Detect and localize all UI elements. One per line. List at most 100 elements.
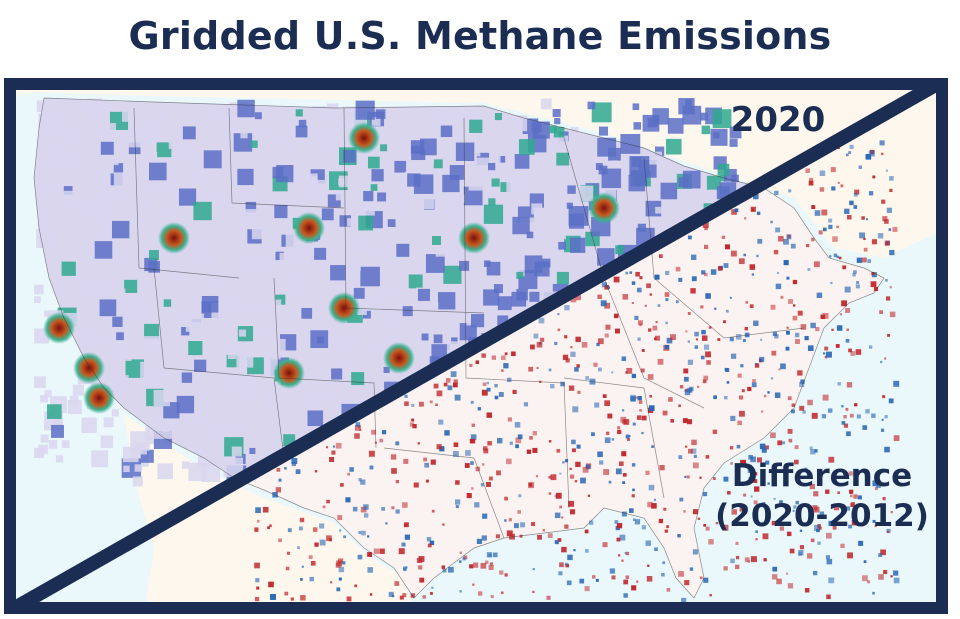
difference-cell (706, 360, 711, 365)
emission-cell (34, 296, 41, 303)
emission-cell (347, 218, 356, 227)
emission-cell (144, 257, 158, 272)
difference-cell (705, 293, 711, 299)
difference-cell (754, 363, 760, 368)
difference-cell (425, 479, 429, 483)
emission-cell (252, 284, 260, 292)
difference-cell (723, 476, 729, 482)
difference-cell (358, 531, 362, 535)
difference-cell (841, 405, 844, 408)
emission-cell (220, 397, 231, 408)
difference-cell (771, 520, 777, 526)
difference-cell (517, 434, 523, 440)
emission-cell (295, 109, 303, 117)
difference-cell (847, 552, 854, 559)
difference-cell (762, 502, 766, 506)
diagonal-divider (4, 78, 948, 614)
difference-cell (799, 545, 805, 550)
emission-cell (435, 245, 447, 257)
difference-cell (786, 276, 790, 280)
difference-cell (685, 330, 688, 333)
difference-cell (694, 331, 699, 337)
difference-cell (548, 440, 552, 443)
difference-cell (872, 175, 876, 179)
emission-cell (118, 375, 129, 386)
difference-cell (755, 530, 758, 533)
difference-cell (354, 584, 358, 588)
difference-cell (585, 549, 589, 553)
emission-cell (556, 271, 569, 285)
emission-cell (330, 265, 346, 281)
difference-cell (790, 243, 796, 249)
difference-cell (638, 320, 643, 326)
difference-cell (278, 478, 282, 482)
emission-cell (654, 146, 665, 156)
difference-cell (825, 489, 830, 494)
difference-cell (730, 558, 735, 564)
emission-cell (469, 119, 483, 133)
emission-cell (245, 201, 257, 213)
emission-cell (144, 378, 155, 390)
difference-cell (477, 591, 483, 596)
difference-cell (787, 531, 792, 537)
difference-cell (836, 325, 843, 331)
difference-cell (416, 557, 423, 564)
emission-cell (706, 175, 721, 190)
emission-cell (77, 327, 84, 334)
emission-cell (394, 200, 410, 216)
difference-cell (750, 495, 753, 498)
emission-cell (554, 117, 561, 125)
difference-cell (772, 566, 778, 572)
difference-cell (881, 418, 884, 421)
difference-cell (530, 344, 535, 350)
difference-cell (840, 184, 844, 188)
difference-cell (597, 294, 602, 300)
difference-cell (670, 334, 676, 341)
difference-cell (515, 437, 522, 444)
emission-cell (185, 235, 204, 255)
emission-cell (34, 376, 46, 388)
emission-cell (375, 288, 388, 302)
difference-cell (740, 364, 744, 368)
emission-cell (181, 326, 190, 336)
difference-cell (876, 483, 881, 489)
difference-cell (628, 435, 631, 438)
difference-cell (445, 378, 451, 383)
emission-cell (394, 160, 407, 173)
difference-cell (647, 564, 650, 567)
difference-cell (603, 469, 610, 475)
difference-cell (789, 548, 795, 554)
emission-cell (678, 177, 689, 188)
emission-cell (72, 247, 80, 255)
emission-cell (111, 409, 119, 417)
difference-cell (621, 511, 627, 517)
difference-cell (756, 254, 759, 258)
difference-cell (800, 324, 807, 330)
difference-cell (499, 570, 504, 575)
difference-cell (880, 360, 883, 364)
difference-cell (863, 237, 866, 241)
difference-cell (469, 438, 475, 444)
difference-cell (474, 502, 480, 508)
difference-cell (360, 479, 366, 485)
emission-cell (188, 462, 207, 482)
emission-cell (72, 384, 84, 396)
difference-cell (390, 454, 397, 460)
difference-cell (786, 330, 790, 335)
emission-cell (142, 118, 156, 131)
emission-cell (526, 231, 534, 239)
difference-cell (538, 317, 545, 324)
difference-cell (843, 415, 847, 419)
difference-cell (655, 320, 658, 324)
difference-cell (774, 392, 781, 398)
difference-cell (880, 428, 885, 432)
emission-cell (321, 208, 334, 221)
difference-cell (836, 255, 839, 259)
difference-cell (804, 587, 810, 593)
difference-cell (518, 494, 522, 498)
difference-cell (828, 520, 834, 527)
emission-cell (114, 142, 126, 153)
difference-cell (814, 524, 821, 531)
difference-cell (814, 449, 818, 453)
difference-cell (682, 418, 688, 424)
